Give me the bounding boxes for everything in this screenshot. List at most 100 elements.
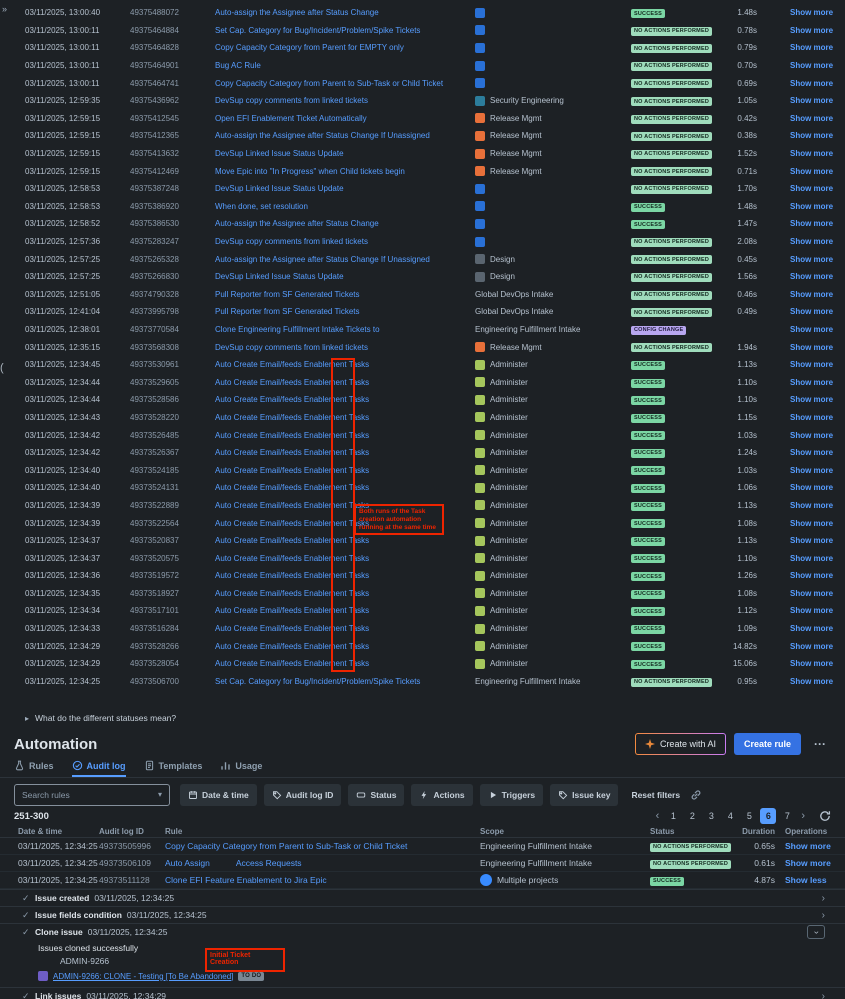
show-more-link[interactable]: Show less	[785, 875, 827, 886]
show-more-link[interactable]: Show more	[790, 553, 834, 563]
show-more-link[interactable]: Show more	[790, 78, 834, 88]
rule-link[interactable]: DevSup copy comments from linked tickets	[215, 96, 368, 106]
show-more-link[interactable]: Show more	[790, 518, 834, 528]
next-page-icon[interactable]: ›	[801, 810, 805, 823]
rule-link[interactable]: When done, set resolution	[215, 201, 308, 211]
rule-link[interactable]: Open EFI Enablement Ticket Automatically	[215, 113, 367, 123]
show-more-link[interactable]: Show more	[790, 676, 834, 686]
rule-link[interactable]: Auto Create Email/feeds Enablement Tasks	[215, 448, 370, 458]
prev-page-icon[interactable]: ‹	[655, 810, 660, 823]
rule-link[interactable]: Auto Create Email/feeds Enablement Tasks	[215, 606, 370, 616]
show-more-link[interactable]: Show more	[790, 149, 834, 159]
rule-link[interactable]: Auto Create Email/feeds Enablement Tasks	[215, 500, 370, 510]
show-more-link[interactable]: Show more	[790, 588, 834, 598]
rule-link[interactable]: Auto Create Email/feeds Enablement Tasks	[215, 360, 370, 370]
show-more-link[interactable]: Show more	[790, 166, 834, 176]
rule-link[interactable]: Auto-assign the Assignee after Status Ch…	[215, 8, 379, 18]
refresh-icon[interactable]	[819, 810, 831, 822]
filter-button-issue-key[interactable]: Issue key	[550, 783, 619, 806]
page-6[interactable]: 6	[760, 808, 777, 825]
show-more-link[interactable]: Show more	[790, 377, 834, 387]
rule-link[interactable]: Auto Create Email/feeds Enablement Tasks	[215, 588, 370, 598]
rule-link[interactable]: Set Cap. Category for Bug/Incident/Probl…	[215, 676, 421, 686]
rule-link[interactable]: DevSup Linked Issue Status Update	[215, 184, 344, 194]
create-with-ai-button[interactable]: Create with AI	[635, 733, 726, 755]
statuses-help-toggle[interactable]: ▸ What do the different statuses mean?	[0, 712, 845, 724]
rule-link[interactable]: Pull Reporter from SF Generated Tickets	[215, 307, 360, 317]
collapse-detail-button[interactable]: ›	[807, 925, 825, 940]
show-more-link[interactable]: Show more	[790, 307, 834, 317]
show-more-link[interactable]: Show more	[790, 219, 834, 229]
rule-link[interactable]: Auto-assign the Assignee after Status Ch…	[215, 131, 430, 141]
show-more-link[interactable]: Show more	[790, 483, 834, 493]
rule-link[interactable]: Auto Create Email/feeds Enablement Tasks	[215, 624, 370, 634]
page-2[interactable]: 2	[689, 811, 695, 822]
rule-link[interactable]: Bug AC Rule	[215, 61, 261, 71]
detail-row-clone-issue[interactable]: ✓ Clone issue 03/11/2025, 12:34:25 ›	[0, 923, 845, 940]
tab-templates[interactable]: Templates	[144, 760, 202, 777]
search-rules-select[interactable]: Search rules ▾	[14, 783, 170, 806]
rule-link[interactable]: Pull Reporter from SF Generated Tickets	[215, 289, 360, 299]
rule-link[interactable]: Auto Create Email/feeds Enablement Tasks	[215, 395, 370, 405]
show-more-link[interactable]: Show more	[790, 8, 834, 18]
rule-link[interactable]: Auto Create Email/feeds Enablement Tasks	[215, 553, 370, 563]
show-more-link[interactable]: Show more	[790, 254, 834, 264]
show-more-link[interactable]: Show more	[790, 61, 834, 71]
rule-link[interactable]: Auto Create Email/feeds Enablement Tasks	[215, 659, 370, 669]
show-more-link[interactable]: Show more	[790, 536, 834, 546]
show-more-link[interactable]: Show more	[790, 25, 834, 35]
show-more-link[interactable]: Show more	[785, 858, 831, 869]
show-more-link[interactable]: Show more	[790, 430, 834, 440]
rule-link[interactable]: Auto Create Email/feeds Enablement Tasks	[215, 377, 370, 387]
detail-row-issue-created[interactable]: ✓ Issue created 03/11/2025, 12:34:25 ›	[0, 889, 845, 906]
rule-link[interactable]: Auto Create Email/feeds Enablement Tasks	[215, 536, 370, 546]
rule-link[interactable]: Auto-assign the Assignee after Status Ch…	[215, 254, 430, 264]
tab-audit-log[interactable]: Audit log	[71, 760, 126, 778]
chevron-right-icon[interactable]: ›	[821, 990, 825, 999]
show-more-link[interactable]: Show more	[790, 465, 834, 475]
rule-link[interactable]: Copy Capacity Category from Parent to Su…	[215, 78, 444, 88]
show-more-link[interactable]: Show more	[790, 324, 834, 334]
rule-link[interactable]: Auto Create Email/feeds Enablement Tasks	[215, 641, 370, 651]
rule-link[interactable]: DevSup Linked Issue Status Update	[215, 272, 344, 282]
filter-button-status[interactable]: Status	[348, 783, 405, 806]
page-7[interactable]: 7	[784, 811, 790, 822]
rule-link[interactable]: DevSup Linked Issue Status Update	[215, 149, 344, 159]
show-more-link[interactable]: Show more	[790, 96, 834, 106]
rule-link[interactable]: Copy Capacity Category from Parent for E…	[215, 43, 404, 53]
create-rule-button[interactable]: Create rule	[733, 733, 801, 756]
show-more-link[interactable]: Show more	[785, 841, 831, 852]
filter-button-date---time[interactable]: Date & time	[180, 783, 257, 806]
rule-link[interactable]: Set Cap. Category for Bug/Incident/Probl…	[215, 25, 421, 35]
more-options-button[interactable]: ···	[809, 733, 831, 755]
filter-button-audit-log-id[interactable]: Audit log ID	[263, 783, 342, 806]
chevron-right-icon[interactable]: ›	[821, 909, 825, 921]
show-more-link[interactable]: Show more	[790, 395, 834, 405]
filter-button-triggers[interactable]: Triggers	[479, 783, 544, 806]
expand-panel-icon[interactable]: »	[2, 4, 8, 14]
rule-link[interactable]: Move Epic into "In Progress" when Child …	[215, 166, 405, 176]
show-more-link[interactable]: Show more	[790, 659, 834, 669]
rule-link[interactable]: Auto Assign	[165, 858, 210, 869]
show-more-link[interactable]: Show more	[790, 342, 834, 352]
filter-button-actions[interactable]: Actions	[411, 783, 473, 806]
show-more-link[interactable]: Show more	[790, 237, 834, 247]
rule-link[interactable]: Auto Create Email/feeds Enablement Tasks	[215, 571, 370, 581]
rule-link[interactable]: DevSup copy comments from linked tickets	[215, 237, 368, 247]
show-more-link[interactable]: Show more	[790, 412, 834, 422]
rule-link[interactable]: Auto Create Email/feeds Enablement Tasks	[215, 518, 370, 528]
show-more-link[interactable]: Show more	[790, 272, 834, 282]
link-icon[interactable]	[690, 789, 702, 801]
show-more-link[interactable]: Show more	[790, 201, 834, 211]
rule-link[interactable]: Auto Create Email/feeds Enablement Tasks	[215, 412, 370, 422]
tab-rules[interactable]: Rules	[14, 760, 54, 777]
rule-link[interactable]: Auto-assign the Assignee after Status Ch…	[215, 219, 379, 229]
chevron-right-icon[interactable]: ›	[821, 892, 825, 904]
rule-link[interactable]: DevSup copy comments from linked tickets	[215, 342, 368, 352]
rule-link[interactable]: Auto Create Email/feeds Enablement Tasks	[215, 430, 370, 440]
tab-usage[interactable]: Usage	[220, 760, 262, 777]
show-more-link[interactable]: Show more	[790, 131, 834, 141]
show-more-link[interactable]: Show more	[790, 43, 834, 53]
show-more-link[interactable]: Show more	[790, 113, 834, 123]
show-more-link[interactable]: Show more	[790, 606, 834, 616]
